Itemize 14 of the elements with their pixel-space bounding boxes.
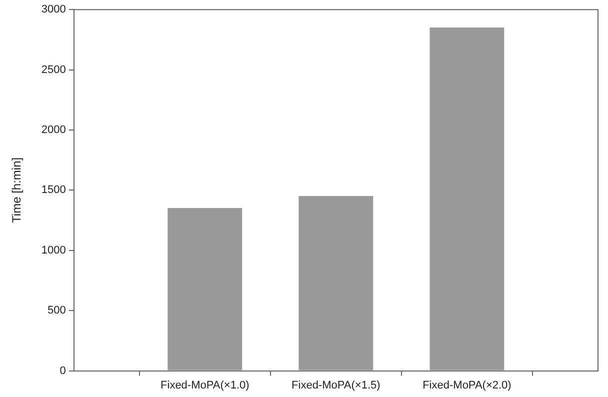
y-tick-label: 2000 (41, 124, 66, 136)
y-tick-label: 1500 (41, 184, 66, 196)
y-tick-label: 500 (48, 304, 66, 317)
y-tick-label: 2500 (41, 64, 66, 76)
x-tick-label: Fixed-MoPA(×1.5) (292, 379, 380, 392)
x-tick-label: Fixed-MoPA(×2.0) (422, 379, 512, 392)
y-tick-label: 0 (60, 364, 66, 377)
y-tick-label: 1000 (41, 244, 66, 256)
bar (430, 27, 504, 370)
bar (168, 208, 242, 370)
bar (298, 196, 374, 370)
y-axis-title: Time [h:min] (10, 157, 24, 223)
y-tick-label: 3000 (41, 4, 66, 16)
x-tick-label: Fixed-MoPA(×1.0) (160, 379, 250, 392)
